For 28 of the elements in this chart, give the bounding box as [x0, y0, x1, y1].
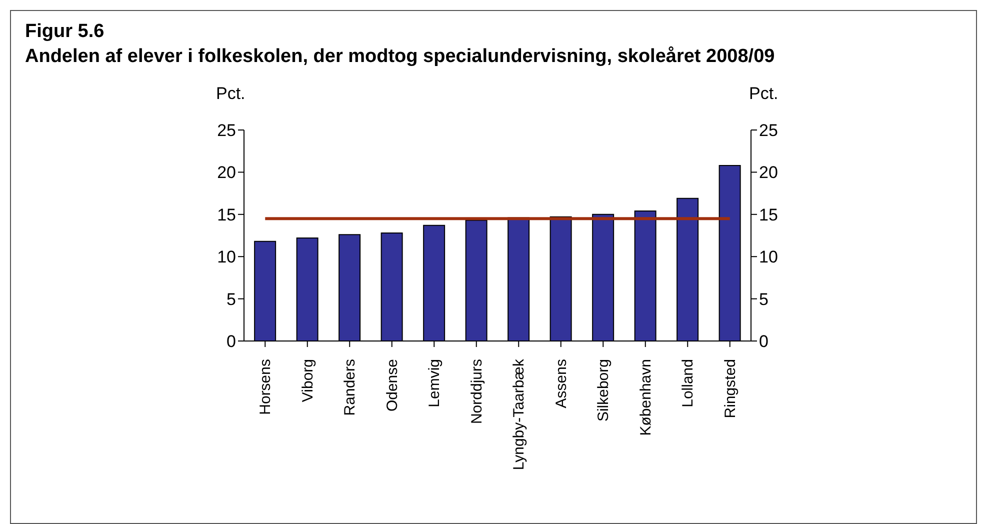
y2-tick-label: 10: [759, 248, 778, 267]
x-tick-label: Ringsted: [722, 359, 739, 418]
y2-tick-label: 25: [759, 121, 778, 140]
x-tick-label: Norddjurs: [468, 359, 486, 424]
x-tick-label: Odense: [384, 359, 401, 412]
y2-tick-label: 0: [759, 332, 768, 352]
y2-tick-label: 15: [759, 205, 778, 224]
y2-tick-label: 20: [759, 163, 778, 182]
x-tick-label: Randers: [342, 359, 359, 416]
y-tick-label: 20: [217, 163, 236, 182]
y-tick-label: 0: [226, 332, 236, 352]
x-tick-label: Horsens: [257, 359, 274, 415]
x-tick-label: Silkeborg: [595, 359, 612, 422]
x-tick-label: Assens: [552, 359, 570, 408]
text: Figur 5.6: [25, 21, 104, 43]
y-tick-label: 5: [226, 290, 236, 309]
y-tick-label: 15: [217, 205, 236, 224]
x-tick-label: Viborg: [299, 359, 316, 402]
y-tick-label: 10: [217, 248, 236, 267]
y-axis-title: Pct.: [216, 84, 246, 104]
x-tick-label: Lyngby-Taarbæk: [510, 358, 528, 470]
x-tick-label: København: [637, 359, 654, 436]
y2-axis-title: Pct.: [749, 84, 778, 104]
y2-tick-label: 5: [759, 290, 768, 309]
x-tick-label: Lolland: [680, 359, 697, 408]
x-tick-label: Lemvig: [426, 359, 444, 408]
chart-subtitle: Andelen af elever i folkeskolen, der modtog specialundervisning, skoleåret 2008/09: [25, 46, 775, 68]
y-tick-label: 25: [217, 121, 236, 140]
